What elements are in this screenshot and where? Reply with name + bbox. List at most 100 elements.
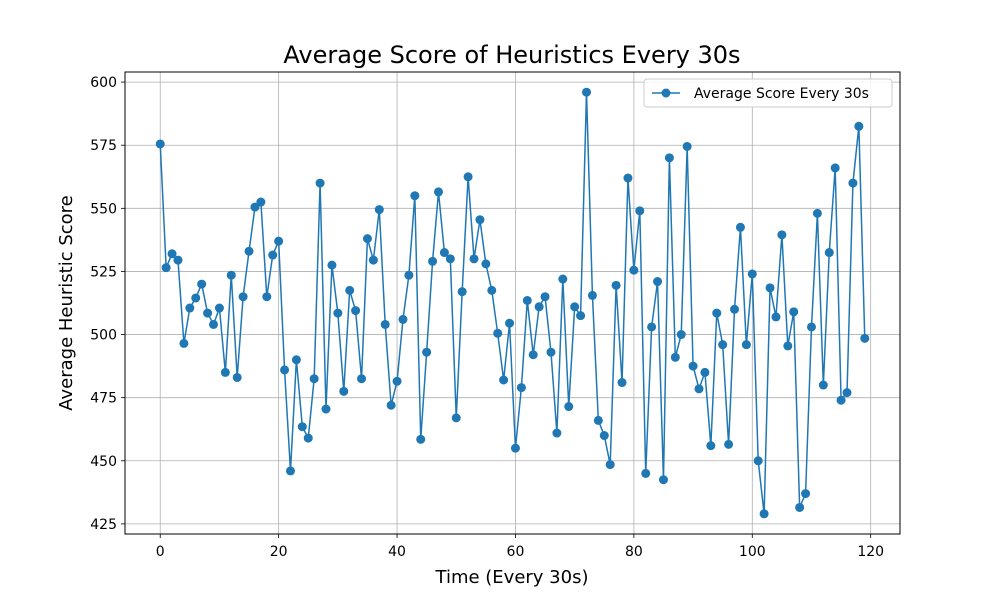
data-point	[220, 367, 230, 377]
x-tick-label: 60	[507, 544, 525, 560]
data-point	[552, 428, 562, 438]
data-point	[285, 466, 295, 476]
data-point	[339, 386, 349, 396]
data-point	[428, 256, 438, 266]
data-point	[232, 372, 242, 382]
data-point	[209, 319, 219, 329]
data-point	[647, 322, 657, 332]
y-tick-label: 500	[90, 328, 117, 344]
data-point	[321, 404, 331, 414]
data-point	[522, 295, 532, 305]
data-point	[481, 259, 491, 269]
data-point	[848, 178, 858, 188]
axis-ticks: 0 20 40 60 80 100 120 425 450 475 500 525 550 575 600	[90, 75, 884, 560]
data-point	[179, 338, 189, 348]
data-point	[416, 434, 426, 444]
series-layer	[155, 87, 870, 519]
data-point	[830, 163, 840, 173]
data-point	[297, 422, 307, 432]
data-point	[197, 279, 207, 289]
data-point	[457, 287, 467, 297]
legend-marker-swatch	[661, 88, 671, 98]
data-point	[534, 302, 544, 312]
data-point	[380, 319, 390, 329]
data-point	[173, 255, 183, 265]
data-point	[203, 308, 213, 318]
data-point	[694, 384, 704, 394]
data-point	[463, 172, 473, 182]
data-point	[747, 269, 757, 279]
data-point	[214, 303, 224, 313]
data-point	[670, 352, 680, 362]
data-point	[812, 208, 822, 218]
y-tick-label: 450	[90, 454, 117, 470]
data-point	[842, 388, 852, 398]
data-point	[759, 509, 769, 519]
data-point	[167, 249, 177, 259]
data-point	[599, 431, 609, 441]
data-point	[451, 413, 461, 423]
x-axis-label: Time (Every 30s)	[435, 567, 589, 588]
data-point	[730, 304, 740, 314]
data-point	[445, 254, 455, 264]
plot-area-frame	[124, 71, 901, 535]
data-point	[658, 475, 668, 485]
data-point	[724, 439, 734, 449]
data-point	[860, 333, 870, 343]
data-point	[635, 206, 645, 216]
data-point	[256, 197, 266, 207]
data-point	[226, 270, 236, 280]
data-point	[274, 236, 284, 246]
data-point	[250, 202, 260, 212]
data-point	[368, 255, 378, 265]
data-point	[404, 270, 414, 280]
data-point	[741, 340, 751, 350]
data-point	[718, 340, 728, 350]
data-point	[499, 375, 509, 385]
data-point	[546, 347, 556, 357]
data-point	[795, 502, 805, 512]
data-point	[410, 191, 420, 201]
y-axis-label: Average Heuristic Score	[56, 195, 77, 411]
data-point	[386, 400, 396, 410]
data-point	[303, 433, 313, 443]
data-point	[818, 380, 828, 390]
y-tick-label: 550	[90, 201, 117, 217]
data-point	[291, 355, 301, 365]
data-point	[469, 254, 479, 264]
data-point	[771, 312, 781, 322]
data-point	[570, 302, 580, 312]
data-point	[712, 308, 722, 318]
data-point	[653, 277, 663, 287]
data-point	[345, 285, 355, 295]
data-point	[706, 441, 716, 451]
x-tick-label: 80	[625, 544, 643, 560]
data-point	[161, 263, 171, 273]
data-point	[806, 322, 816, 332]
legend: Average Score Every 30s	[643, 78, 893, 108]
data-point	[582, 87, 592, 97]
data-point	[392, 376, 402, 386]
data-point	[587, 290, 597, 300]
data-point	[593, 415, 603, 425]
data-point	[789, 307, 799, 317]
data-point	[505, 318, 515, 328]
x-tick-label: 120	[857, 544, 884, 560]
data-point	[268, 250, 278, 260]
data-point	[540, 292, 550, 302]
y-tick-label: 600	[90, 75, 117, 91]
data-point	[682, 141, 692, 151]
data-point	[315, 178, 325, 188]
y-tick-label: 425	[90, 517, 117, 533]
data-point	[564, 402, 574, 412]
data-point	[836, 395, 846, 405]
data-point	[605, 460, 615, 470]
y-tick-label: 475	[90, 391, 117, 407]
y-tick-label: 525	[90, 264, 117, 280]
data-point	[629, 265, 639, 275]
data-point	[824, 248, 834, 258]
data-point	[493, 328, 503, 338]
legend-box	[643, 78, 893, 108]
data-point	[351, 306, 361, 316]
data-point	[185, 303, 195, 313]
